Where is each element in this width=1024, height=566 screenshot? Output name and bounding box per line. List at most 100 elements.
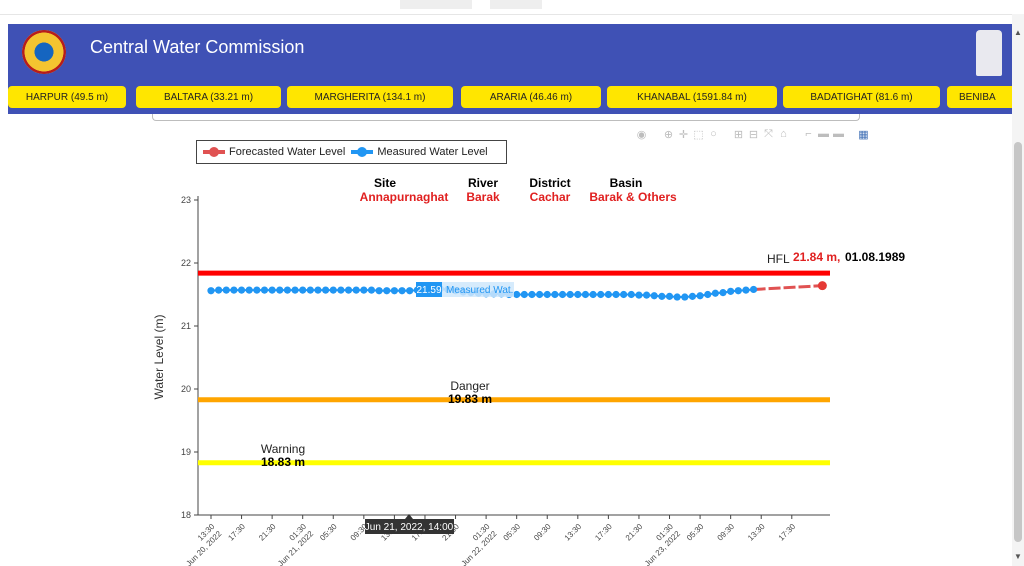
scroll-down-icon[interactable]: ▼ [1014,552,1022,561]
x-tick-label: 17:30 [226,522,247,543]
ticker-item[interactable]: BADATIGHAT (81.6 m) [783,86,940,108]
hfl-label: HFL [767,252,790,266]
measured-point [268,286,276,294]
measured-point [314,286,322,294]
measured-point [551,290,559,299]
zoom-in-icon[interactable]: ⊞ [733,129,744,141]
measured-point [528,290,536,299]
x-axis: 13:30Jun 20, 2022 17:30 21:30 01:30Jun 21, … [184,514,830,566]
top-tab[interactable] [490,0,542,9]
x-tick-time: 05:30 [502,522,523,543]
chart-modebar: ◉ ⊕ ✛ ⬚ ○ ⊞ ⊟ ⤧ ⌂ ⌐ ▬ ▬ ▦ [636,128,869,144]
measured-point [558,290,567,299]
autoscale-icon[interactable]: ⤧ [764,128,773,140]
measured-point [367,286,376,294]
measured-point [635,291,643,299]
spike-lines-icon[interactable]: ⌐ [805,128,812,140]
measured-point [299,286,307,294]
forecast-point [817,281,827,291]
x-tick-time: 21:30 [624,522,645,543]
hover-time-box [365,519,454,534]
measured-point [406,287,414,295]
browser-top-strip [0,0,1012,15]
y-axis: 18 19 20 21 22 23 [181,195,199,520]
measured-point [597,290,605,299]
measured-point [222,286,230,294]
zoom-icon[interactable]: ⊕ [663,129,674,141]
measured-point [612,290,620,299]
x-tick-time: 17:30 [593,522,614,543]
danger-value: 19.83 m [448,392,492,406]
measured-legend-swatch [351,147,374,157]
measured-point [681,293,689,301]
x-tick-label: 09:30 [716,522,737,543]
x-tick-label: 05:30 [318,522,339,543]
river-label: River [468,176,498,190]
pan-icon[interactable]: ✛ [678,129,689,141]
measured-point [283,286,292,294]
measured-point [237,286,246,294]
measured-point [390,287,399,295]
ticker-item[interactable]: BALTARA (33.21 m) [136,86,281,108]
ticker-item[interactable]: KHANABAL (1591.84 m) [607,86,777,108]
measured-point [337,286,345,294]
page-scrollbar[interactable]: ▲ ▼ [1012,14,1024,566]
hfl-value: 21.84 m, [793,250,840,264]
measured-point [711,289,719,297]
measured-point [719,289,727,297]
ticker-item[interactable]: HARPUR (49.5 m) [8,86,126,108]
warning-label: Warning [261,442,305,456]
measured-point [230,286,238,294]
measured-point [375,287,383,295]
y-axis-title: Water Level (m) [152,315,166,400]
basin-label: Basin [610,176,643,190]
warning-value: 18.83 m [261,455,305,469]
measured-point [727,287,735,295]
legend-forecast[interactable]: Forecasted Water Level [229,146,346,158]
river-value: Barak [466,190,500,204]
measured-point [658,292,666,300]
box-select-icon[interactable]: ⬚ [693,129,704,141]
ticker-item[interactable]: ARARIA (46.46 m) [461,86,601,108]
camera-icon[interactable]: ◉ [636,129,647,141]
ticker-item[interactable]: MARGHERITA (134.1 m) [287,86,453,108]
hfl-date: 01.08.1989 [845,250,905,264]
zoom-out-icon[interactable]: ⊟ [748,129,759,141]
measured-point [253,286,261,294]
measured-point [620,290,628,299]
y-tick-label: 21 [181,321,191,331]
x-tick-label: 17:30 [593,522,614,543]
measured-point [642,291,651,299]
y-tick-label: 18 [181,510,191,520]
basin-value: Barak & Others [589,190,677,204]
site-label: Site [374,176,396,190]
measured-point [276,286,284,294]
lasso-select-icon[interactable]: ○ [710,128,717,140]
measured-point [749,285,758,294]
danger-label: Danger [450,379,489,393]
hover-compare-icon[interactable]: ▬ [833,128,844,140]
measured-point [650,292,658,300]
measured-point [543,290,551,299]
measured-point [566,290,574,299]
hover-series-box [442,282,514,297]
scroll-up-icon[interactable]: ▲ [1014,28,1022,37]
scroll-thumb[interactable] [1014,142,1022,542]
district-value: Cachar [530,190,571,204]
cwc-logo-icon [22,30,66,74]
legend-measured[interactable]: Measured Water Level [377,146,488,158]
measured-point [589,290,597,299]
plotly-logo-icon[interactable]: ▦ [858,129,869,141]
hover-value: 21.59 [416,285,441,296]
x-tick-time: 17:30 [777,522,798,543]
hover-time-caret [405,514,413,519]
measured-point [306,286,314,294]
hover-closest-icon[interactable]: ▬ [818,128,829,140]
reset-axes-icon[interactable]: ⌂ [780,128,787,140]
district-label: District [529,176,570,190]
top-tab[interactable] [400,0,472,9]
measured-point [536,290,544,299]
ticker-item[interactable]: BENIBA [947,86,1018,108]
x-tick-label: 13:30 [746,522,767,543]
